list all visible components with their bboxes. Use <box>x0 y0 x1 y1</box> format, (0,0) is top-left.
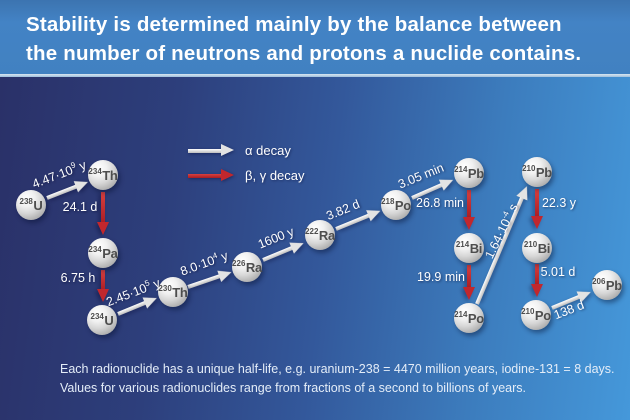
half-life-label-214bi-214po: 19.9 min <box>417 270 465 284</box>
legend-alpha-label: α decay <box>245 143 291 158</box>
nuclide-u-234: 234 U <box>87 305 117 335</box>
nuclide-bi-214: 214 Bi <box>454 233 484 263</box>
legend-row-alpha: α decay <box>188 138 305 163</box>
nuclide-ra-226: 226 Ra <box>232 252 262 282</box>
legend: α decay β, γ decay <box>188 138 305 188</box>
half-life-label-234th-234pa: 24.1 d <box>62 200 98 214</box>
nuclide-th-230: 230 Th <box>158 277 188 307</box>
nuclide-po-210: 210 Po <box>521 300 551 330</box>
footer-caption: Each radionuclide has a unique half-life… <box>60 360 615 397</box>
half-life-label-214pb-214bi: 26.8 min <box>416 196 464 210</box>
footer-line2: Values for various radionuclides range f… <box>60 380 526 395</box>
nuclide-pa-234: 234 Pa <box>88 238 118 268</box>
nuclide-bi-210: 210 Bi <box>522 233 552 263</box>
nuclide-pb-210: 210 Pb <box>522 157 552 187</box>
page-title-line1: Stability is determined mainly by the ba… <box>26 13 562 36</box>
nuclide-po-218: 218 Po <box>381 190 411 220</box>
nuclide-th-234: 234 Th <box>88 160 118 190</box>
legend-beta-label: β, γ decay <box>245 168 305 183</box>
alpha-decay-arrow-icon <box>188 144 234 157</box>
page-title-line2: the number of neutrons and protons a nuc… <box>26 42 582 65</box>
footer-line1: Each radionuclide has a unique half-life… <box>60 362 615 376</box>
nuclide-u-238: 238 U <box>16 190 46 220</box>
nuclide-po-214: 214 Po <box>454 303 484 333</box>
title-separator <box>0 74 630 77</box>
nuclide-ra-222: 222 Ra <box>305 220 335 250</box>
nuclide-pb-206: 206 Pb <box>592 270 622 300</box>
alpha-decay-arrow-238u-234th <box>46 175 90 200</box>
half-life-label-234pa-234u: 6.75 h <box>60 271 96 285</box>
half-life-label-214po-210pb: 1.64·10-4 s <box>482 201 521 261</box>
beta-gamma-decay-arrow-icon <box>188 169 234 182</box>
half-life-label-210po-206pb: 138 d <box>551 297 587 323</box>
half-life-label-210pb-210bi: 22.3 y <box>541 196 577 210</box>
nuclide-pb-214: 214 Pb <box>454 158 484 188</box>
half-life-label-210bi-210po: 5.01 d <box>540 265 576 279</box>
title-band: Stability is determined mainly by the ba… <box>0 0 630 74</box>
legend-row-beta: β, γ decay <box>188 163 305 188</box>
